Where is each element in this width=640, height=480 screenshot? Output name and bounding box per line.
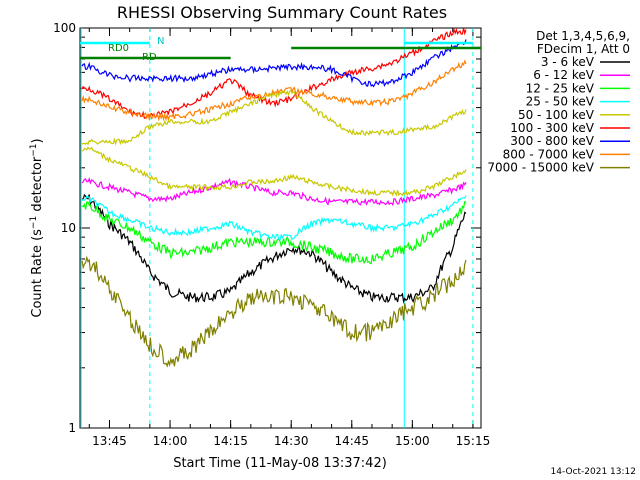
legend-label: 25 - 50 keV bbox=[526, 95, 595, 109]
y-axis-label: Count Rate (s−1 detector−1) bbox=[29, 138, 45, 317]
y-axis-label-end: ) bbox=[30, 138, 45, 143]
legend-label: 100 - 300 keV bbox=[510, 121, 594, 135]
y-axis-label-mid: detector bbox=[30, 156, 45, 216]
x-tick-label: 14:30 bbox=[274, 434, 309, 448]
series-line-7000-15000-kev bbox=[81, 255, 467, 368]
series-line-300-800-kev bbox=[81, 39, 467, 88]
legend-header-line-2: FDecim 1, Att 0 bbox=[537, 42, 630, 56]
x-tick-label: 14:45 bbox=[334, 434, 369, 448]
x-tick-label: 13:45 bbox=[92, 434, 127, 448]
x-tick-label: 15:15 bbox=[456, 434, 491, 448]
series-line-100-300-kev bbox=[81, 27, 467, 119]
series-line-50-100-kev bbox=[81, 146, 467, 197]
series-line-12-25-kev bbox=[81, 200, 467, 265]
chart-title: RHESSI Observing Summary Count Rates bbox=[117, 3, 447, 22]
legend-label: 300 - 800 keV bbox=[510, 134, 594, 148]
x-axis-label: Start Time (11-May-08 13:37:42) bbox=[173, 456, 387, 471]
series-line-25-50-kev bbox=[81, 195, 467, 241]
legend-header-line-1: Det 1,3,4,5,6,9, bbox=[536, 29, 630, 43]
annotation-rd0: RD0 bbox=[108, 43, 129, 54]
series-line-6-12-kev bbox=[81, 177, 467, 207]
series-layer bbox=[81, 27, 467, 368]
x-tick-label: 15:00 bbox=[395, 434, 430, 448]
y-axis-label-sup2: −1 bbox=[29, 143, 39, 156]
series-line-3-6-kev bbox=[81, 193, 467, 304]
state-layer bbox=[80, 41, 481, 60]
annotation-n: N bbox=[157, 36, 164, 47]
series-line-800-7000-kev bbox=[81, 59, 467, 122]
legend-label: 800 - 7000 keV bbox=[503, 147, 595, 161]
y-tick-label: 1 bbox=[68, 421, 76, 435]
x-tick-label: 14:00 bbox=[153, 434, 188, 448]
footer-date: 14-Oct-2021 13:12 bbox=[551, 467, 636, 477]
legend-label: 50 - 100 keV bbox=[518, 108, 595, 122]
marker-layer bbox=[80, 28, 474, 428]
legend-label: 6 - 12 keV bbox=[533, 68, 595, 82]
tick-layer: 13:45 14:00 14:15 14:30 14:45 15:00 15:15 1 10 10… bbox=[53, 21, 490, 448]
y-axis-label-main: Count Rate (s bbox=[30, 229, 45, 318]
y-axis-label-sup1: −1 bbox=[29, 216, 39, 229]
y-tick-label: 100 bbox=[53, 21, 76, 35]
series-line-50-100-kev-upper bbox=[81, 89, 467, 146]
y-tick-label: 10 bbox=[61, 221, 76, 235]
annotation-rd: RD bbox=[142, 52, 157, 63]
legend-label: 12 - 25 keV bbox=[526, 81, 595, 95]
legend-label: 7000 - 15000 keV bbox=[487, 161, 594, 175]
legend-label: 3 - 6 keV bbox=[541, 55, 595, 69]
x-tick-label: 14:15 bbox=[213, 434, 248, 448]
